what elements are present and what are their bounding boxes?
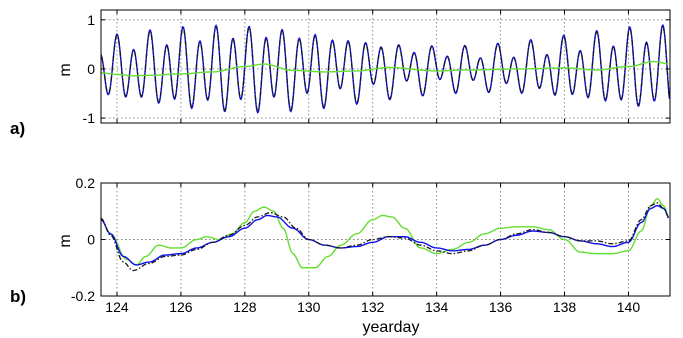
panel-b-series-2-line — [101, 202, 670, 272]
panel-b-chart: -0.2 0 0.2 124 126 128 130 132 134 136 138 140 — [71, 175, 671, 315]
panel-b-xtick-label: 124 — [105, 299, 129, 315]
panel-b-xtick-label: 140 — [617, 299, 641, 315]
panel-a-ytick-label: 0 — [87, 61, 95, 77]
panel-b-xtick-label: 128 — [233, 299, 257, 315]
panel-b-xtick-label: 132 — [361, 299, 385, 315]
panel-b-xlabel: yearday — [363, 319, 420, 336]
panel-b-xtick-label: 134 — [425, 299, 449, 315]
panel-b-series-0-line — [101, 197, 670, 269]
panel-a-chart: -1 0 1 — [83, 9, 671, 126]
panel-a-frame — [100, 9, 671, 124]
panel-b-xtick-label: 136 — [489, 299, 513, 315]
panel-b-ytick-label: 0.2 — [76, 175, 96, 191]
panel-a-plot-area — [101, 10, 670, 123]
panel-b-xtick-label: 138 — [553, 299, 577, 315]
panel-b-xtick-label: 126 — [169, 299, 193, 315]
panel-b-ylabel: m — [57, 234, 74, 247]
panel-a-ylabel: m — [57, 63, 74, 76]
panel-b-ytick-label: -0.2 — [71, 288, 95, 304]
panel-a-ytick-label: 1 — [87, 12, 95, 28]
panel-a-ytick-label: -1 — [83, 110, 96, 126]
panel-b-ytick-label: 0 — [87, 232, 95, 248]
panel-b-xtick-label: 130 — [297, 299, 321, 315]
panel-a-series-1-line — [101, 25, 670, 113]
panel-b-label: b) — [10, 287, 26, 306]
panel-a-label: a) — [10, 119, 25, 138]
panel-a-series-2-line — [101, 60, 669, 77]
